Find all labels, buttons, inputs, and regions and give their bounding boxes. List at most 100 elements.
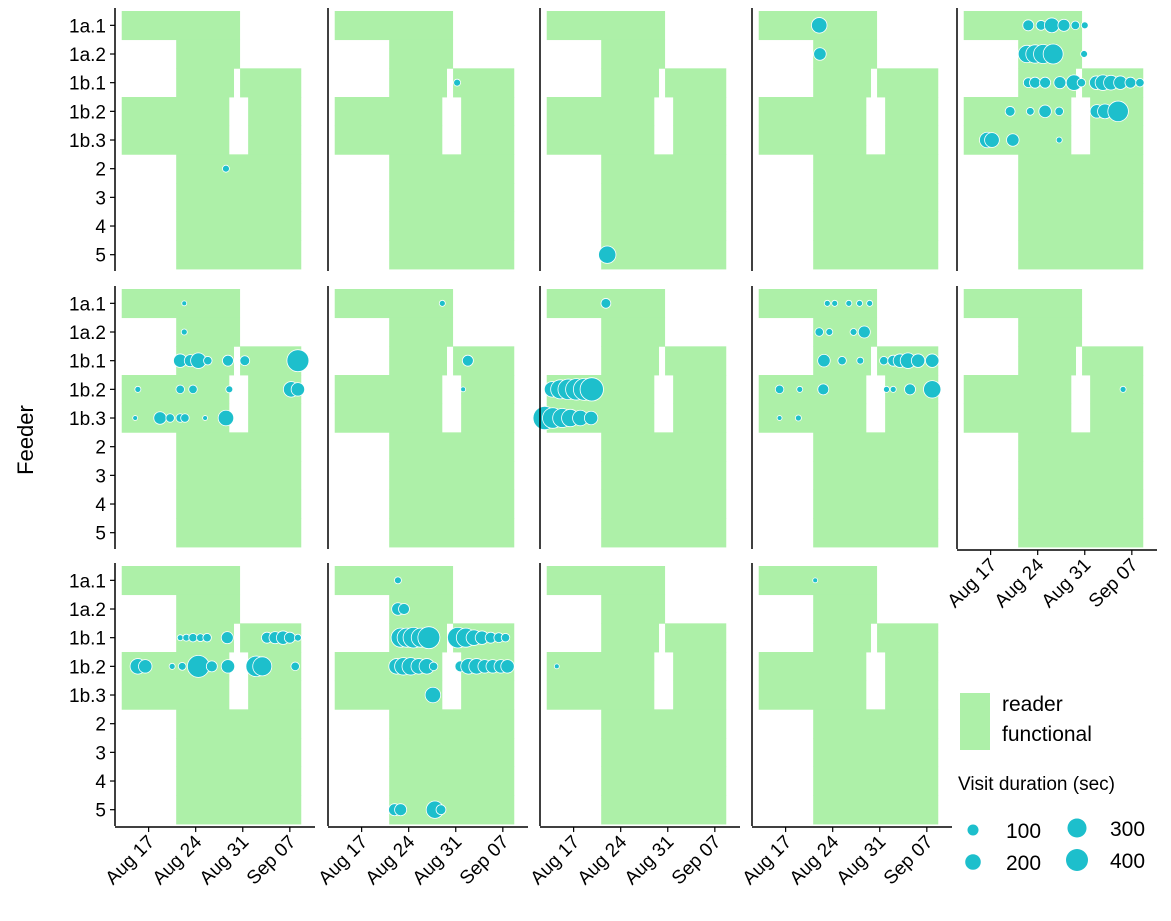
functional-tile: [963, 289, 1083, 319]
functional-tile: [248, 97, 302, 127]
y-tick-label: 1a.2: [69, 600, 106, 621]
functional-tile: [1090, 125, 1144, 155]
y-tick-label: 1a.1: [69, 571, 106, 592]
point: [879, 356, 889, 366]
x-tick-label: Aug 31: [196, 832, 253, 889]
functional-tile: [334, 403, 443, 433]
y-tick-label: 3: [95, 188, 106, 209]
point: [176, 634, 184, 642]
functional-tile: [176, 154, 302, 184]
functional-tile: [176, 518, 302, 548]
y-tick-label: 2: [95, 160, 106, 181]
functional-tile: [813, 489, 939, 519]
point: [134, 385, 142, 393]
point: [168, 662, 176, 670]
x-tick-label: Sep 07: [243, 832, 300, 889]
functional-tile: [963, 97, 1072, 127]
functional-tile: [176, 432, 302, 462]
functional-tile: [885, 97, 939, 127]
point: [904, 383, 916, 396]
functional-tile: [1018, 154, 1144, 184]
point: [132, 415, 139, 421]
point: [398, 603, 410, 615]
point: [1124, 76, 1137, 89]
legend-size-label: 200: [1006, 852, 1041, 875]
functional-tile: [601, 795, 727, 825]
point: [1029, 76, 1041, 89]
point: [181, 300, 188, 307]
point: [1044, 17, 1060, 34]
point: [177, 662, 187, 671]
x-tick-label: Aug 24: [362, 831, 420, 889]
functional-tile: [813, 594, 878, 624]
x-tick-label: Aug 31: [409, 832, 466, 889]
panel: [956, 8, 1145, 272]
panel: [751, 8, 939, 272]
point: [774, 384, 785, 395]
functional-tile: [546, 125, 655, 155]
functional-tile: [813, 461, 939, 491]
x-tick-label: Aug 17: [315, 832, 372, 889]
functional-tile: [813, 518, 939, 548]
functional-tile: [1090, 375, 1144, 405]
functional-tile: [121, 11, 241, 41]
y-tick-label: 1b.2: [69, 102, 106, 123]
point: [583, 410, 599, 426]
functional-tile: [546, 652, 655, 682]
point: [500, 633, 511, 643]
point: [923, 380, 942, 399]
x-tick-label: Aug 31: [621, 832, 678, 889]
point: [180, 413, 190, 423]
functional-tile: [389, 68, 448, 98]
functional-tile: [673, 125, 727, 155]
y-tick-label: 1b.1: [69, 352, 106, 373]
point: [1119, 385, 1127, 393]
functional-tile: [601, 240, 727, 270]
x-tick-label: Sep 07: [1085, 555, 1142, 612]
functional-tile: [176, 183, 302, 213]
point: [600, 298, 612, 309]
functional-tile: [601, 211, 727, 241]
x-tick-label: Aug 31: [1038, 555, 1095, 612]
functional-tile: [963, 375, 1072, 405]
functional-tile: [885, 403, 939, 433]
point: [394, 803, 408, 817]
x-tick-label: Aug 31: [833, 832, 890, 889]
x-tick-label: Aug 17: [102, 832, 159, 889]
functional-tile: [389, 432, 515, 462]
y-tick-label: 1a.2: [69, 45, 106, 66]
functional-tile: [389, 489, 515, 519]
functional-tile: [176, 461, 302, 491]
functional-tile: [334, 566, 454, 596]
point: [290, 382, 306, 397]
functional-tile: [334, 11, 454, 41]
y-tick-label: 2: [95, 715, 106, 736]
y-tick-label: 4: [95, 772, 106, 793]
x-tick-label: Sep 07: [456, 832, 513, 889]
point: [1055, 136, 1063, 144]
point: [1022, 19, 1035, 32]
point: [438, 299, 446, 307]
point: [460, 386, 467, 393]
panel: [327, 286, 515, 550]
functional-tile: [813, 68, 872, 98]
point: [217, 409, 235, 427]
point: [417, 626, 441, 650]
functional-tile: [1018, 317, 1083, 347]
functional-tile: [665, 68, 727, 98]
functional-tile: [334, 289, 454, 319]
y-tick-label: 1a.1: [69, 294, 106, 315]
point: [220, 659, 236, 674]
point: [553, 663, 560, 670]
x-tick-label: Sep 07: [668, 832, 725, 889]
y-tick-label: 1b.2: [69, 657, 106, 678]
functional-tile: [601, 317, 666, 347]
x-tick-label: Aug 24: [574, 831, 632, 889]
functional-tile: [546, 680, 655, 710]
functional-tile: [334, 375, 443, 405]
functional-tile: [176, 39, 241, 69]
point: [188, 384, 198, 395]
point: [461, 354, 474, 367]
